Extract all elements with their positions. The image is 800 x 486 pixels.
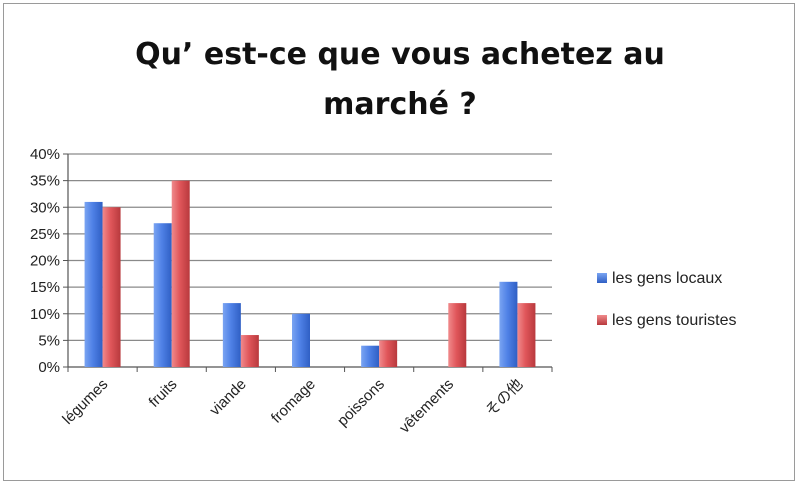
x-category-label: fromage bbox=[268, 376, 319, 427]
x-category-label: poissons bbox=[334, 376, 388, 430]
bar-touristes bbox=[517, 303, 536, 367]
x-category-label: その他 bbox=[482, 376, 526, 420]
y-tick-label: 30% bbox=[30, 199, 60, 216]
gridlines bbox=[68, 153, 552, 341]
bar-touristes bbox=[240, 335, 259, 367]
x-category-label: légumes bbox=[59, 376, 111, 428]
y-tick-label: 0% bbox=[38, 359, 60, 376]
y-tick-label: 40% bbox=[30, 146, 60, 163]
y-tick-label: 10% bbox=[30, 306, 60, 323]
bar-touristes bbox=[102, 207, 121, 367]
x-category-label: fruits bbox=[146, 376, 181, 411]
x-category-label: viande bbox=[206, 376, 249, 419]
chart-title-line-2: marché ? bbox=[323, 87, 477, 122]
legend-label: les gens locaux bbox=[612, 270, 722, 287]
bar-locaux bbox=[361, 345, 380, 367]
legend-swatch bbox=[597, 315, 607, 325]
legend-swatch bbox=[597, 273, 607, 283]
bars bbox=[84, 180, 536, 367]
chart-title: Qu’ est-ce que vous achetez au marché ? bbox=[0, 30, 800, 130]
y-tick-label: 25% bbox=[30, 226, 60, 243]
y-tick-label: 5% bbox=[38, 332, 60, 349]
legend: les gens locaux les gens touristes bbox=[597, 270, 737, 329]
bar-locaux bbox=[499, 281, 518, 367]
bar-locaux bbox=[222, 303, 241, 367]
chart-title-line-1: Qu’ est-ce que vous achetez au bbox=[135, 37, 665, 72]
bar-locaux bbox=[153, 223, 172, 367]
legend-label: les gens touristes bbox=[612, 312, 737, 329]
x-category-label: vêtements bbox=[396, 376, 457, 437]
chart-frame bbox=[3, 3, 795, 481]
y-tick-label: 20% bbox=[30, 253, 60, 270]
bar-locaux bbox=[292, 313, 310, 367]
bar-locaux bbox=[84, 201, 103, 367]
bar-touristes bbox=[171, 180, 190, 367]
y-tick-label: 35% bbox=[30, 173, 60, 190]
bar-touristes bbox=[448, 303, 467, 367]
y-tick-label: 15% bbox=[30, 279, 60, 296]
bar-touristes bbox=[379, 340, 398, 367]
